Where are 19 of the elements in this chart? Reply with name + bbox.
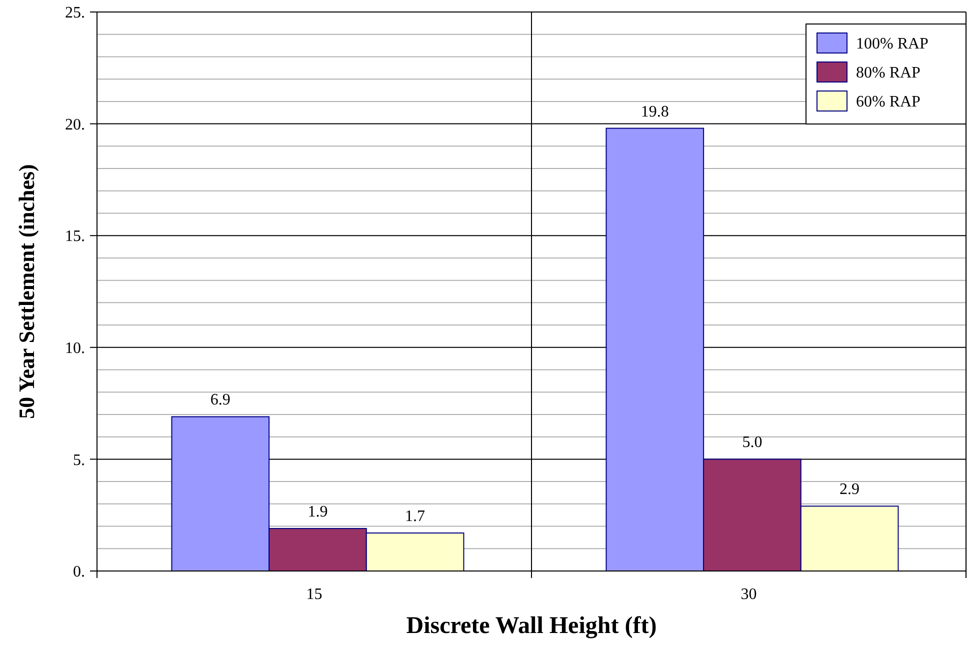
data-label: 1.9: [308, 504, 328, 521]
x-axis-title: Discrete Wall Height (ft): [406, 613, 657, 639]
y-tick-label: 15.: [65, 228, 85, 246]
x-tick-label: 15: [306, 586, 322, 603]
legend-label: 100% RAP: [856, 36, 929, 53]
y-tick-label: 0.: [73, 564, 85, 581]
data-label: 19.8: [640, 103, 669, 120]
y-axis-title: 50 Year Settlement (inches): [14, 164, 39, 419]
x-tick-label: 30: [740, 586, 757, 603]
data-label: 6.9: [210, 392, 230, 409]
y-tick-label: 25.: [65, 4, 85, 22]
y-tick-label: 10.: [65, 340, 85, 357]
legend-label: 80% RAP: [856, 64, 921, 82]
y-tick-label: 5.: [73, 452, 85, 469]
legend-label: 60% RAP: [856, 94, 921, 111]
data-label: 2.9: [840, 481, 860, 498]
data-label: 5.0: [742, 434, 762, 452]
y-tick-label: 20.: [65, 116, 85, 134]
data-label: 1.7: [405, 508, 426, 525]
